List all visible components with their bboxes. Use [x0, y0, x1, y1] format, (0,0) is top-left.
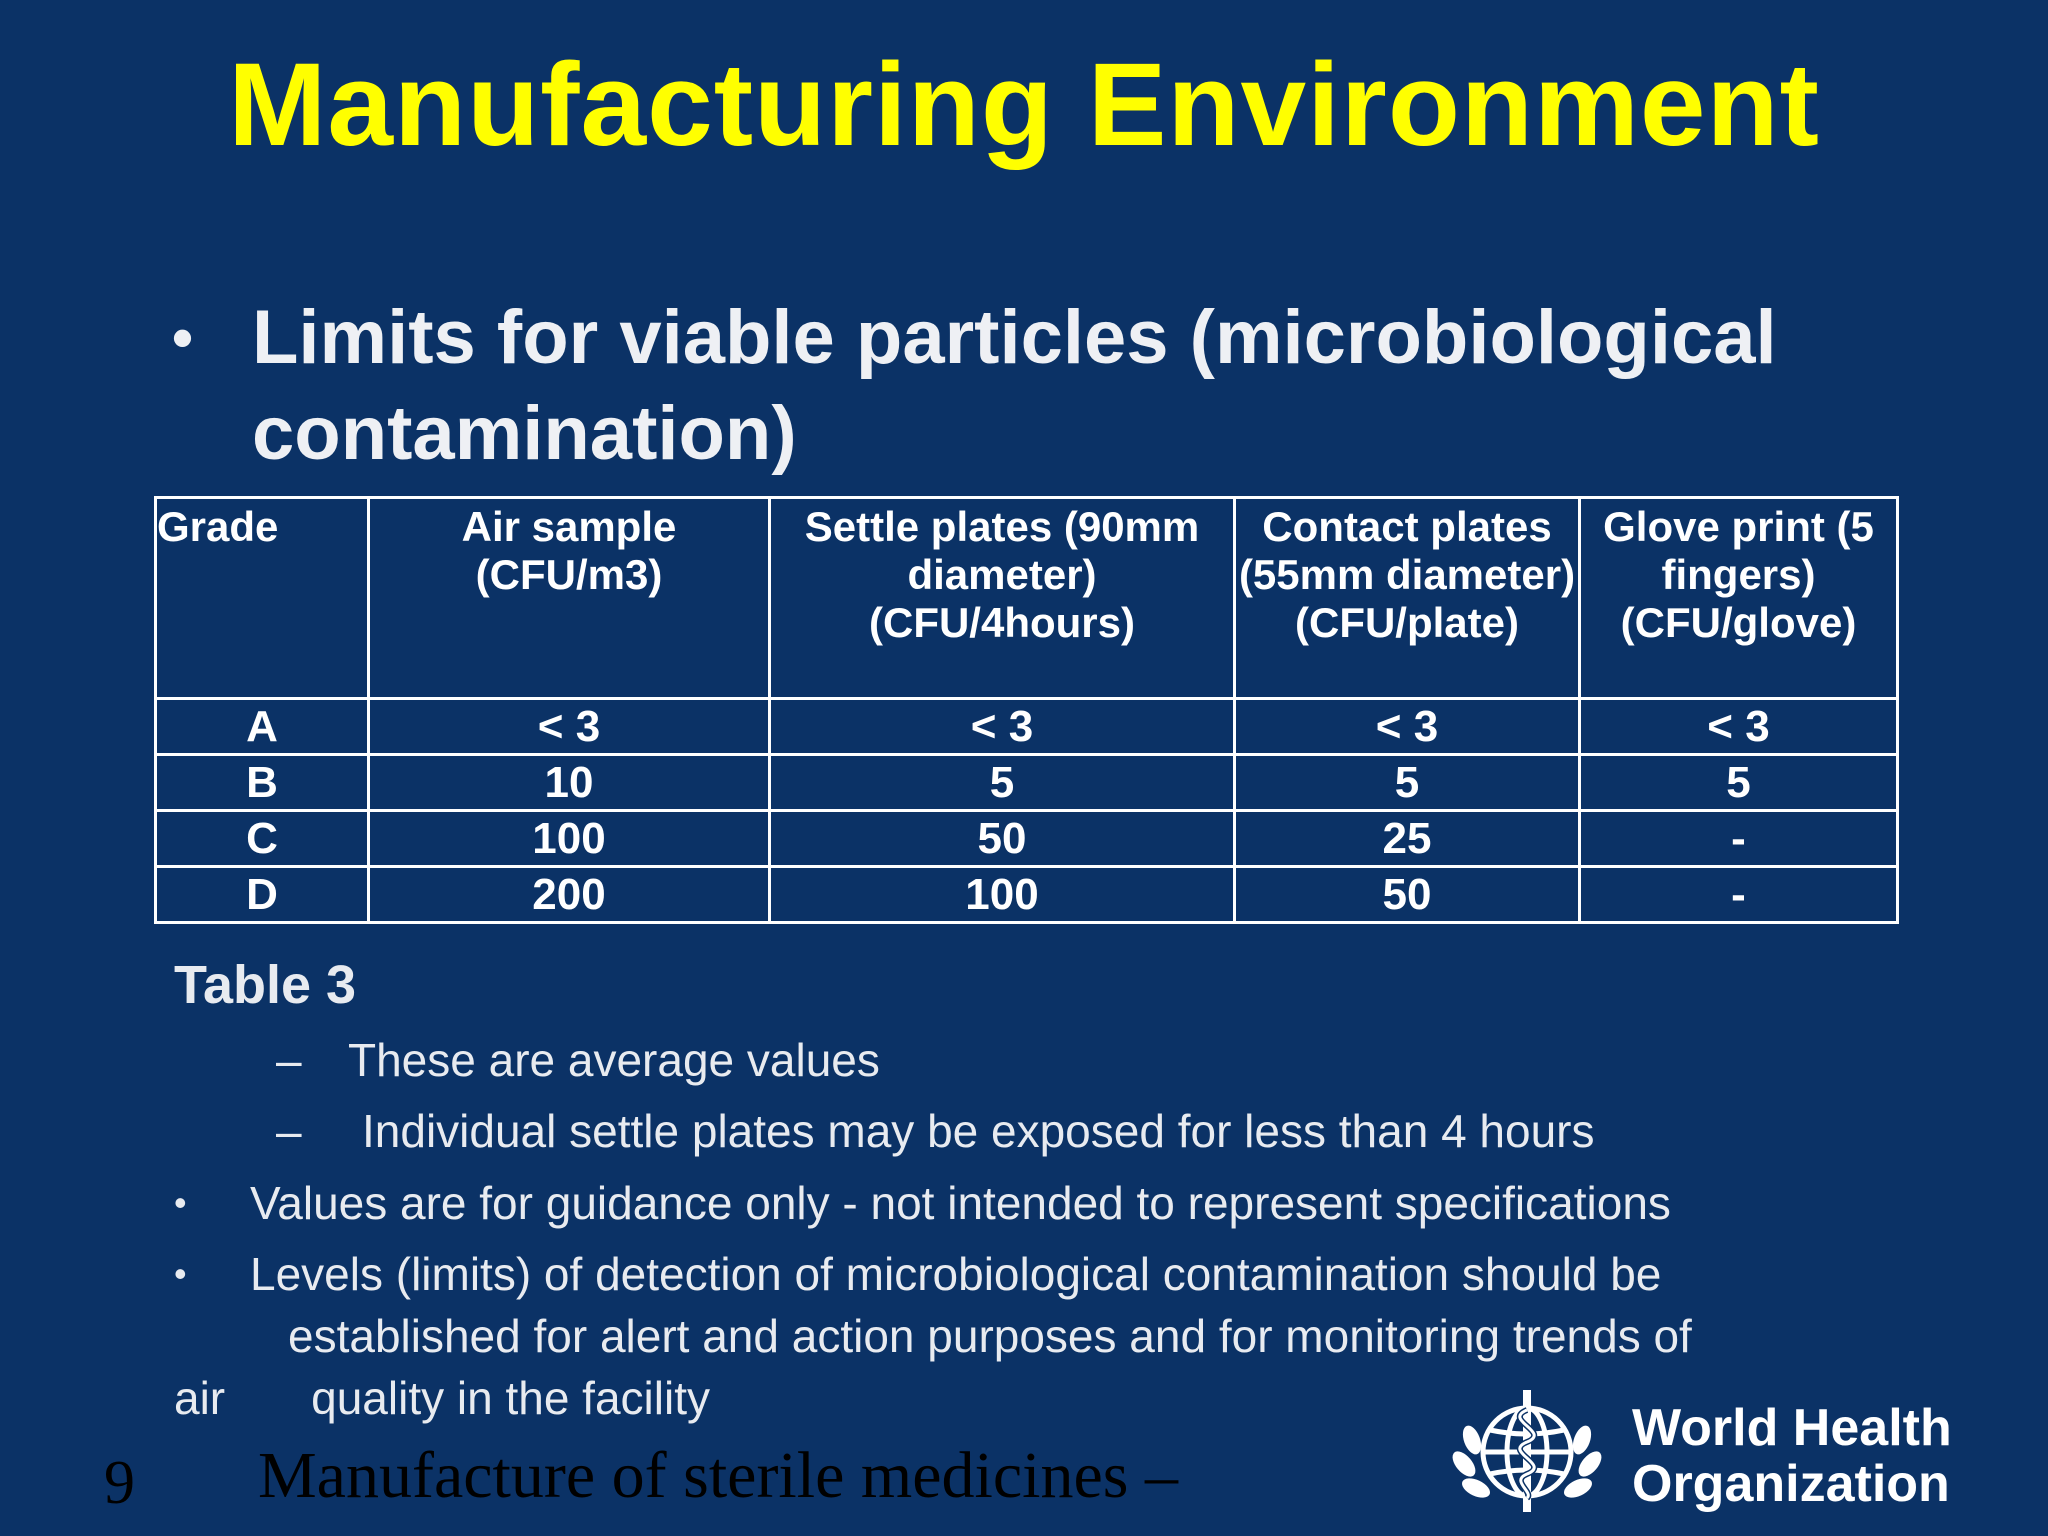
glove-print-cell: < 3: [1578, 697, 1899, 756]
bullet-item: • Levels (limits) of detection of microb…: [174, 1243, 1974, 1429]
table-row: C 100 50 25 -: [154, 809, 1899, 868]
header-contact-plates: Contact plates (55mm diameter) (CFU/plat…: [1233, 496, 1581, 700]
limits-table: Grade Air sample (CFU/m3) Settle plates …: [154, 496, 1899, 924]
glove-print-cell: -: [1578, 809, 1899, 868]
settle-plates-cell: 50: [768, 809, 1236, 868]
settle-plates-cell: < 3: [768, 697, 1236, 756]
table-header-row: Grade Air sample (CFU/m3) Settle plates …: [154, 496, 1899, 700]
table-row: A < 3 < 3 < 3 < 3: [154, 697, 1899, 756]
contact-plates-cell: 5: [1233, 753, 1581, 812]
air-sample-cell: < 3: [367, 697, 771, 756]
page-number: 9: [104, 1449, 135, 1517]
bullet-line: air quality in the facility: [174, 1367, 1974, 1429]
bullet-dot: •: [174, 1253, 187, 1294]
settle-plates-cell: 100: [768, 865, 1236, 924]
contact-plates-cell: 25: [1233, 809, 1581, 868]
glove-print-cell: 5: [1578, 753, 1899, 812]
settle-plates-cell: 5: [768, 753, 1236, 812]
table-row: B 10 5 5 5: [154, 753, 1899, 812]
bullet-text: Values are for guidance only - not inten…: [250, 1177, 1671, 1229]
table-caption: Table 3: [174, 955, 357, 1015]
sub-bullet-text: Individual settle plates may be exposed …: [362, 1105, 1595, 1157]
bullet-line: Levels (limits) of detection of microbio…: [250, 1248, 1662, 1300]
header-grade: Grade: [154, 496, 370, 700]
slide-title: Manufacturing Environment: [228, 39, 1820, 171]
bullet-line: established for alert and action purpose…: [288, 1310, 1692, 1362]
glove-print-cell: -: [1578, 865, 1899, 924]
header-glove-print: Glove print (5 fingers) (CFU/glove): [1578, 496, 1899, 700]
sub-bullet-text: These are average values: [348, 1034, 880, 1086]
bullet-dot: •: [172, 304, 194, 371]
bullet-item: • Values are for guidance only - not int…: [174, 1172, 1954, 1234]
who-emblem-icon: [1452, 1390, 1602, 1512]
who-name-line: Organization: [1632, 1455, 1950, 1513]
grade-cell: B: [154, 753, 370, 812]
footer-title: Manufacture of sterile medicines –: [258, 1439, 1178, 1512]
who-name-line: World Health: [1632, 1399, 1952, 1457]
air-sample-cell: 100: [367, 809, 771, 868]
sub-bullet: – These are average values: [276, 1030, 1976, 1090]
bullet-dot: •: [174, 1182, 187, 1223]
dash-marker: –: [276, 1105, 302, 1157]
header-air-sample: Air sample (CFU/m3): [367, 496, 771, 700]
table-row: D 200 100 50 -: [154, 865, 1899, 924]
air-sample-cell: 10: [367, 753, 771, 812]
sub-bullet: – Individual settle plates may be expose…: [276, 1101, 1976, 1161]
main-bullet-text: Limits for viable particles (microbiolog…: [252, 295, 1777, 476]
grade-cell: D: [154, 865, 370, 924]
bullet-line-end: quality in the facility: [311, 1372, 710, 1424]
contact-plates-cell: < 3: [1233, 697, 1581, 756]
contact-plates-cell: 50: [1233, 865, 1581, 924]
who-name: World Health Organization: [1632, 1400, 1952, 1512]
bullet-line-start: air: [174, 1372, 226, 1424]
grade-cell: C: [154, 809, 370, 868]
main-bullet: • Limits for viable particles (microbiol…: [172, 290, 1972, 482]
header-settle-plates: Settle plates (90mm diameter) (CFU/4hour…: [768, 496, 1236, 700]
grade-cell: A: [154, 697, 370, 756]
dash-marker: –: [276, 1034, 302, 1086]
air-sample-cell: 200: [367, 865, 771, 924]
